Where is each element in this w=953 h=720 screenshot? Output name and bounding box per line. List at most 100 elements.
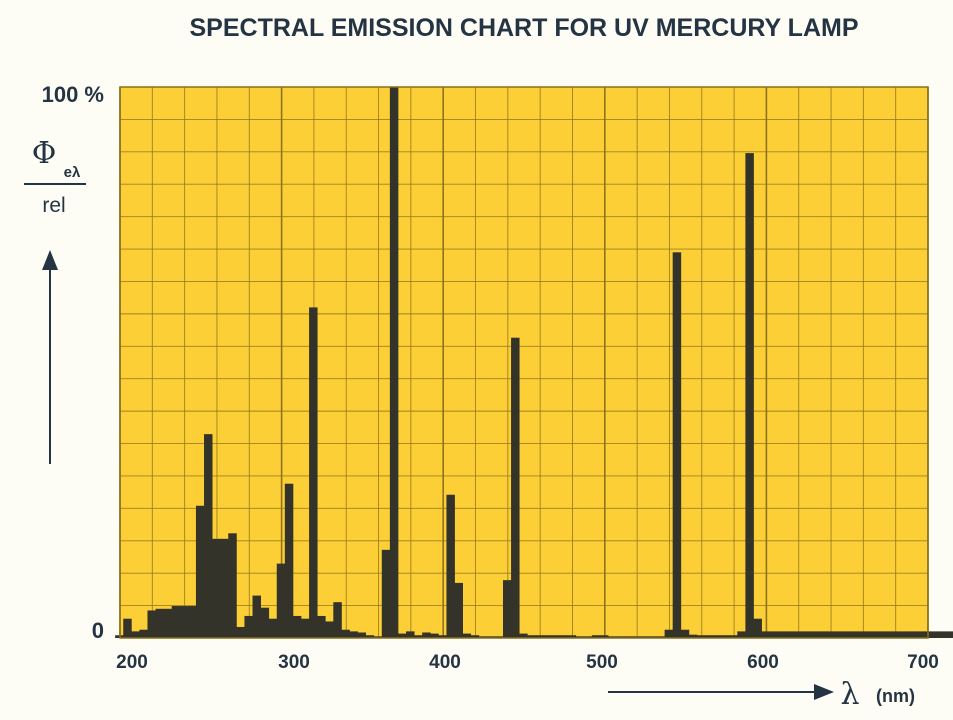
spectrum-bar (300, 618, 310, 638)
spectrum-bar (236, 626, 245, 638)
spectrum-bar (397, 633, 407, 638)
spectrum-bar (874, 631, 884, 638)
spectrum-bar (801, 631, 811, 638)
x-label-symbol: λ (840, 677, 859, 712)
spectrum-bar (325, 621, 334, 638)
spectrum-bar (171, 606, 181, 638)
y-label-subscript: eλ (64, 164, 81, 181)
y-label-symbol: Φ (32, 136, 57, 171)
spectrum-bar (147, 610, 156, 638)
spectrum-bar (494, 636, 504, 638)
spectrum-bar (341, 629, 350, 638)
spectrum-bar (244, 615, 253, 638)
spectrum-bar (438, 635, 447, 638)
spectrum-bar (906, 631, 916, 638)
spectrum-bar (559, 635, 569, 638)
x-tick-400: 400 (429, 652, 461, 673)
spectrum-bar (252, 595, 261, 638)
spectrum-bar (753, 618, 762, 638)
spectrum-bar (810, 631, 819, 638)
spectrum-bar (826, 631, 835, 638)
spectrum-bar (381, 549, 391, 638)
spectrum-bar (567, 635, 577, 638)
x-tick-600: 600 (747, 652, 779, 673)
x-tick-700: 700 (907, 652, 939, 673)
spectrum-bar (931, 631, 940, 638)
spectrum-bar (608, 636, 617, 638)
spectrum-bar (462, 633, 472, 638)
spectrum-bar (333, 602, 342, 638)
spectrum-bar (511, 337, 520, 638)
y-axis-arrow-head (42, 250, 58, 270)
spectrum-bar (527, 635, 536, 638)
spectrum-bar (721, 635, 730, 638)
y-label-denominator: rel (42, 194, 65, 217)
spectrum-bar (195, 505, 205, 638)
spectrum-bar (486, 636, 496, 638)
spectrum-bar (680, 629, 690, 638)
spectrum-bar (187, 606, 197, 638)
spectrum-bar (123, 618, 132, 638)
spectrum-bar (502, 580, 512, 638)
spectrum-bar (858, 631, 867, 638)
spectrum-bar (890, 631, 900, 638)
spectrum-bar (535, 635, 544, 638)
spectrum-bar (737, 631, 746, 638)
x-tick-200: 200 (116, 652, 148, 673)
x-tick-300: 300 (278, 652, 310, 673)
spectrum-bar (761, 631, 771, 638)
plot-frame (119, 86, 929, 639)
chart-title: SPECTRAL EMISSION CHART FOR UV MERCURY L… (189, 14, 858, 42)
spectrum-bar (543, 635, 552, 638)
spectrum-bar (212, 538, 221, 638)
spectrum-bar (947, 631, 953, 638)
x-label-unit: (nm) (876, 686, 915, 706)
spectrum-bar (834, 631, 843, 638)
spectrum-bar (583, 636, 593, 638)
spectrum-bar (228, 533, 237, 638)
spectrum-bar (179, 606, 189, 638)
spectrum-bar (915, 631, 924, 638)
spectrum-bar (591, 635, 601, 638)
spectrum-bar (519, 633, 528, 638)
spectrum-bar (446, 494, 455, 638)
spectrum-bar (575, 636, 585, 638)
y-tick-0: 0 (92, 618, 104, 643)
spectrum-bar (656, 636, 665, 638)
spectrum-bar (745, 153, 754, 638)
y-axis-label: Φ eλ rel (24, 136, 86, 464)
spectrum-bar (696, 635, 706, 638)
spectrum-bar (163, 608, 173, 638)
spectrum-bar (769, 631, 779, 638)
spectrum-bars (115, 87, 953, 639)
spectrum-bar (664, 629, 674, 638)
x-axis-label: λ (nm) (608, 677, 915, 712)
spectrum-bar (478, 636, 488, 638)
spectrum-bar (672, 252, 682, 639)
spectrum-bar (155, 608, 165, 638)
spectrum-bar (898, 631, 908, 638)
spectrum-bar (406, 631, 415, 638)
spectrum-bar (632, 636, 641, 638)
spectrum-bar (713, 635, 722, 638)
spectrum-bar (422, 632, 431, 638)
spectrum-bar (818, 631, 827, 638)
spectrum-bar (785, 631, 795, 638)
spectrum-bar (430, 633, 439, 638)
spectrum-bar (454, 582, 463, 638)
spectrum-bar (357, 632, 367, 638)
spectrum-bar (793, 631, 803, 638)
x-tick-labels: 200 300 400 500 600 700 (116, 652, 939, 673)
spectrum-bar (882, 631, 892, 638)
spectrum-bar (317, 615, 326, 638)
spectrum-bar (220, 538, 229, 638)
spectrum-bar (624, 636, 633, 638)
spectrum-bar (688, 634, 698, 638)
plot-background (120, 87, 928, 638)
spectrum-bar (414, 635, 423, 638)
spectrum-bar (309, 307, 318, 638)
spectrum-bar (551, 635, 560, 638)
spectrum-bar (139, 629, 148, 638)
spectrum-bar (842, 631, 851, 638)
